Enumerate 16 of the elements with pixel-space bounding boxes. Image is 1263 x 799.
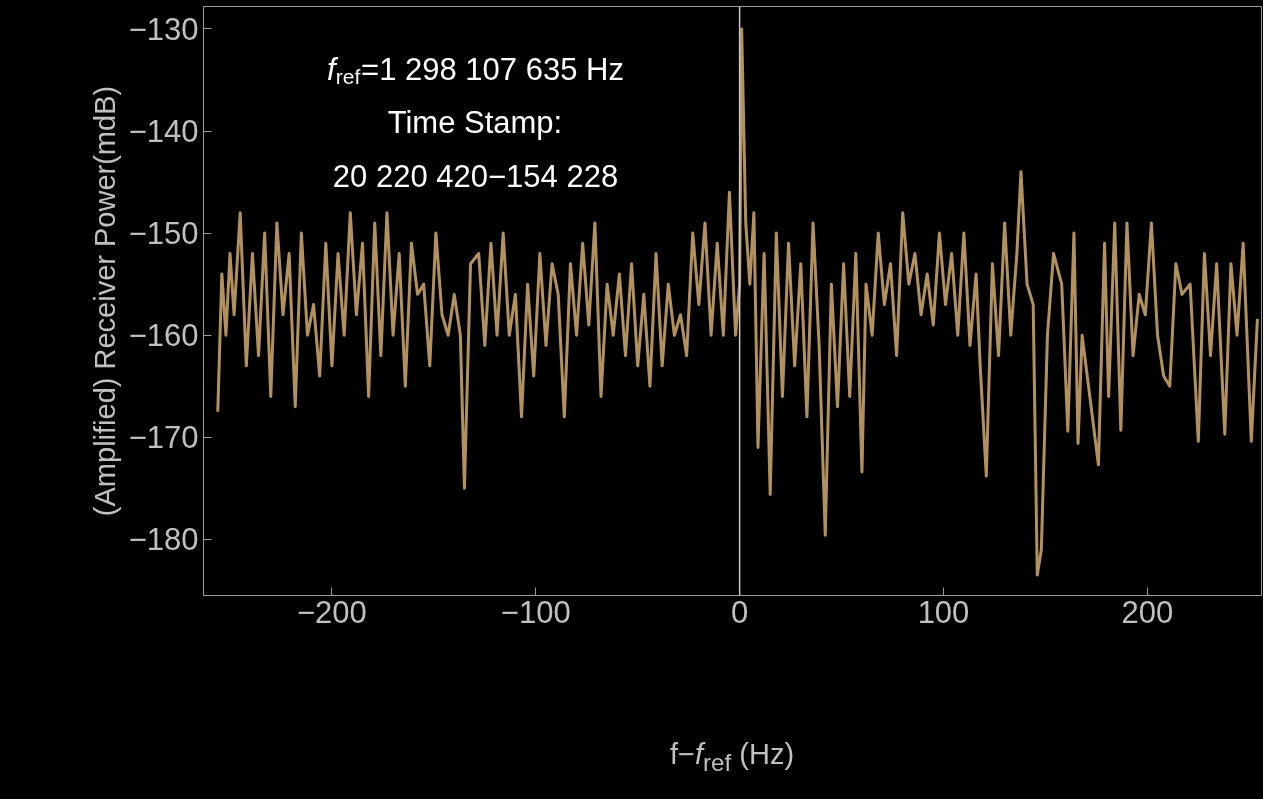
annotation: 20 220 420−154 228 [332, 158, 619, 194]
x-tick-label: −200 [297, 594, 367, 630]
y-tick-label: −160 [128, 318, 199, 354]
y-tick-label: −130 [128, 11, 199, 47]
x-tick-label: 200 [1121, 594, 1174, 630]
y-tick-label: −150 [128, 216, 199, 252]
x-tick-label: 0 [731, 594, 749, 630]
x-tick-label: −100 [500, 594, 571, 630]
x-axis-title: f−f$_{ref}$ (Hz) [669, 737, 795, 778]
annotation: Time Stamp: [387, 105, 563, 141]
y-tick-label: −170 [128, 420, 199, 456]
line-series [216, 27, 1259, 577]
x-tick-label: 100 [917, 594, 970, 630]
y-tick-label: −140 [128, 114, 199, 150]
y-axis-title: (Amplified) Receiver Power(mdB) [88, 85, 121, 517]
y-tick-label: −180 [128, 522, 199, 558]
